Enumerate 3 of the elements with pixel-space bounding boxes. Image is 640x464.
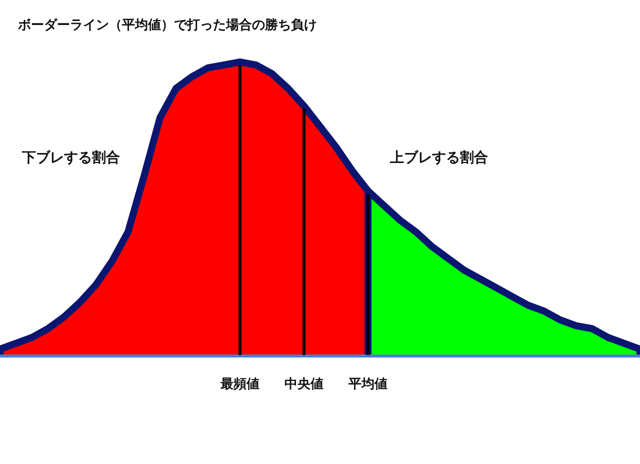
title: ボーダーライン（平均値）で打った場合の勝ち負け — [18, 18, 317, 33]
annotation: 下ブレする割合 — [22, 150, 120, 166]
annotation: 上ブレする割合 — [390, 150, 488, 166]
